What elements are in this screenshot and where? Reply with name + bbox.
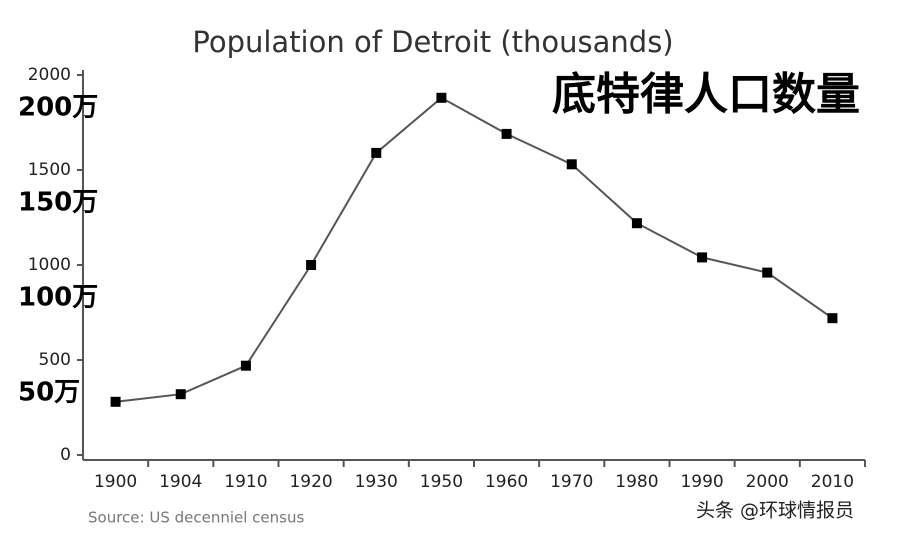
x-tick-label: 1910 xyxy=(224,472,267,492)
y-tick-label: 500 xyxy=(39,350,71,370)
data-point xyxy=(501,128,512,139)
secondary-tick-label: 50万 xyxy=(18,378,80,408)
source-note: Source: US decenniel census xyxy=(88,509,304,527)
data-point xyxy=(436,92,447,103)
data-point xyxy=(306,260,317,270)
data-point xyxy=(175,389,186,400)
x-tick-label: 2010 xyxy=(811,472,854,492)
x-tick-label: 2000 xyxy=(746,472,789,492)
secondary-tick-label: 150万 xyxy=(18,188,98,218)
data-line xyxy=(115,96,833,403)
x-tick-label: 1990 xyxy=(680,472,723,492)
watermark: 头条 @环球情报员 xyxy=(696,500,854,522)
data-point xyxy=(110,396,121,407)
x-tick-label: 1930 xyxy=(355,472,398,492)
y-tick-label: 1000 xyxy=(28,255,71,275)
data-point xyxy=(827,313,838,324)
data-point xyxy=(566,159,577,170)
secondary-tick-label: 100万 xyxy=(18,283,98,313)
data-point xyxy=(371,147,382,158)
y-tick-label: 1500 xyxy=(28,160,71,180)
x-tick-label: 1960 xyxy=(485,472,528,492)
x-tick-label: 1980 xyxy=(615,472,658,492)
data-point xyxy=(631,218,642,229)
chart-title: Population of Detroit (thousands) xyxy=(192,25,673,59)
data-point xyxy=(762,267,773,278)
x-tick-label: 1900 xyxy=(94,472,137,492)
x-tick-label: 1920 xyxy=(289,472,332,492)
data-point xyxy=(697,252,708,263)
data-point xyxy=(240,360,251,371)
y-tick-label: 2000 xyxy=(28,65,71,85)
overlay-title: 底特律人口数量 xyxy=(552,69,860,120)
x-tick-label: 1950 xyxy=(420,472,463,492)
secondary-tick-label: 200万 xyxy=(18,93,98,123)
y-tick-label: 0 xyxy=(60,445,71,465)
x-tick-label: 1970 xyxy=(550,472,593,492)
x-tick-label: 1904 xyxy=(159,472,202,492)
